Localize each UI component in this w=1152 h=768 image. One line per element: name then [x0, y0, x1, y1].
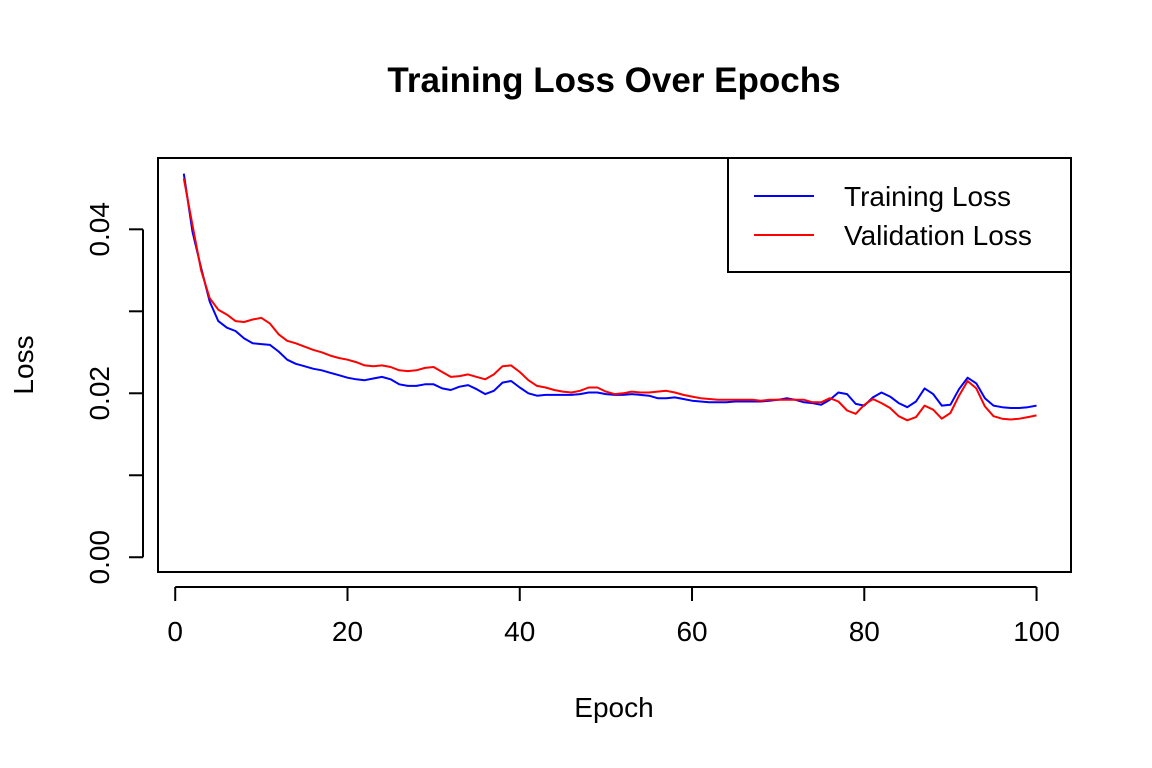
- x-tick-label: 0: [167, 616, 183, 647]
- series-layer: [182, 173, 1037, 422]
- x-tick-label: 60: [676, 616, 707, 647]
- y-axis-label: Loss: [8, 335, 39, 394]
- x-axis-label: Epoch: [574, 692, 653, 723]
- y-axis: 0.00 0.02 0.04: [84, 202, 144, 585]
- y-tick-label: 0.04: [84, 202, 115, 256]
- legend-label-training: Training Loss: [844, 181, 1011, 212]
- x-tick-label: 100: [1013, 616, 1060, 647]
- x-tick-label: 80: [849, 616, 880, 647]
- legend-box: [727, 157, 1072, 273]
- x-tick-label: 40: [504, 616, 535, 647]
- series-line-validation-loss: [182, 178, 1037, 422]
- plot-frame: [157, 157, 1072, 573]
- chart-title: Training Loss Over Epochs: [387, 61, 840, 100]
- legend-label-validation: Validation Loss: [844, 220, 1032, 251]
- series-line-training-loss: [182, 173, 1037, 409]
- y-tick-label: 0.00: [84, 530, 115, 585]
- x-axis: 0 20 40 60 80 100: [167, 586, 1060, 647]
- legend: Training Loss Validation Loss: [727, 157, 1072, 273]
- x-tick-label: 20: [332, 616, 363, 647]
- y-tick-label: 0.02: [84, 366, 115, 421]
